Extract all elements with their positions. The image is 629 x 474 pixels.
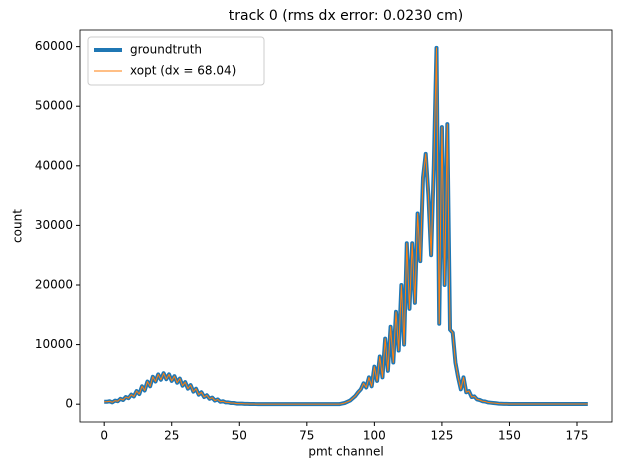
legend-box xyxy=(87,36,265,86)
plot-frame xyxy=(79,29,613,423)
x-tick-label: 0 xyxy=(100,429,108,443)
y-tick-label: 40000 xyxy=(35,158,73,172)
x-tick-label: 125 xyxy=(430,429,453,443)
y-tick-label: 50000 xyxy=(35,99,73,113)
y-tick-label: 30000 xyxy=(35,218,73,232)
y-tick-label: 10000 xyxy=(35,337,73,351)
x-tick-label: 50 xyxy=(232,429,247,443)
y-tick-label: 0 xyxy=(65,397,73,411)
x-tick-label: 100 xyxy=(363,429,386,443)
y-tick-label: 60000 xyxy=(35,39,73,53)
x-axis-label: pmt channel xyxy=(308,445,383,459)
legend-label: xopt (dx = 68.04) xyxy=(130,64,236,78)
chart-title: track 0 (rms dx error: 0.0230 cm) xyxy=(229,8,463,24)
legend-label: groundtruth xyxy=(130,43,202,57)
x-tick-label: 75 xyxy=(299,429,314,443)
y-tick-label: 20000 xyxy=(35,277,73,291)
series-line xyxy=(104,47,588,405)
x-tick-label: 175 xyxy=(566,429,589,443)
x-tick-label: 25 xyxy=(164,429,179,443)
y-axis-label: count xyxy=(11,209,25,243)
x-tick-label: 150 xyxy=(498,429,521,443)
